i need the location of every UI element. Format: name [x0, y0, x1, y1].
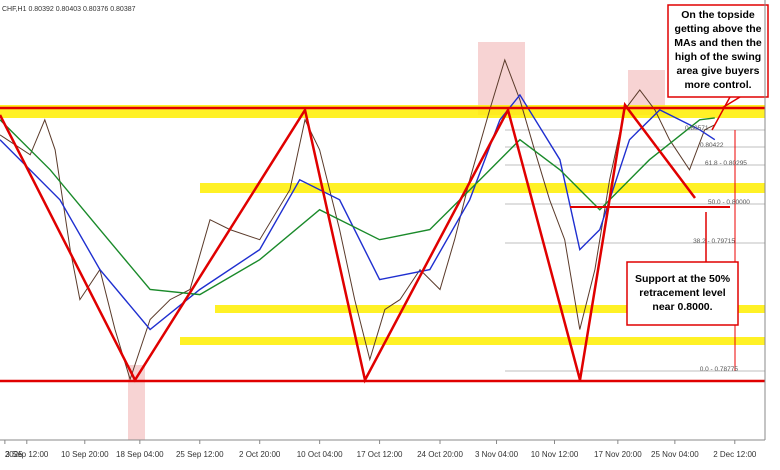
x-tick-label: 10 Oct 04:00 [297, 450, 343, 459]
x-tick-label: 2 Dec 12:00 [713, 450, 757, 459]
yellow-band [215, 305, 765, 313]
x-tick-label: 25 Nov 04:00 [651, 450, 699, 459]
yellow-band [200, 183, 765, 193]
x-tick-label: 10 Nov 12:00 [531, 450, 579, 459]
series-line [0, 117, 715, 296]
plot [0, 58, 716, 382]
x-tick-label: 25 Sep 12:00 [176, 450, 224, 459]
annotation-text: Support at the 50% retracement level nea… [634, 273, 731, 313]
x-tick-label: 2025 [5, 450, 23, 459]
annotation: On the topside getting above the MAs and… [674, 9, 762, 91]
x-tick-label: 3 Sep 12:00 [5, 450, 49, 459]
yellow-band [180, 337, 765, 345]
annotation-box [626, 261, 739, 326]
x-tick-label: 17 Nov 20:00 [594, 450, 642, 459]
swing-arrows [0, 101, 696, 384]
fib-label: 50.0 - 0.80000 [708, 199, 750, 206]
x-tick-label: 3 Nov 04:00 [475, 450, 519, 459]
series-line [0, 93, 716, 331]
callout-arrow [721, 96, 741, 109]
x-tick-label: 17 Oct 12:00 [357, 450, 403, 459]
fib-label: 61.8 - 0.80295 [705, 160, 747, 167]
fib-label: 0.0 - 0.78775 [700, 366, 739, 373]
fib-label: 38.2 - 0.79715 [693, 238, 735, 245]
series-line [0, 58, 716, 382]
x-tick-label: 2 Oct 20:00 [239, 450, 281, 459]
swing-box [478, 42, 525, 115]
drawings [0, 96, 765, 384]
x-tick-label: 18 Sep 04:00 [116, 450, 164, 459]
x-tick-label: 10 Sep 20:00 [61, 450, 109, 459]
fib-label: 0.80422 [700, 142, 724, 149]
annotation-text: On the topside getting above the MAs and… [674, 9, 762, 91]
annotation-box [667, 4, 769, 98]
chart-title: CHF,H1 0.80392 0.80403 0.80376 0.80387 [2, 6, 136, 13]
fib-label: 0.80571 [685, 125, 709, 132]
swing-box [128, 365, 145, 440]
annotation: Support at the 50% retracement level nea… [634, 273, 731, 313]
x-tick-label: 24 Oct 20:00 [417, 450, 463, 459]
callout-arrow [711, 96, 731, 131]
